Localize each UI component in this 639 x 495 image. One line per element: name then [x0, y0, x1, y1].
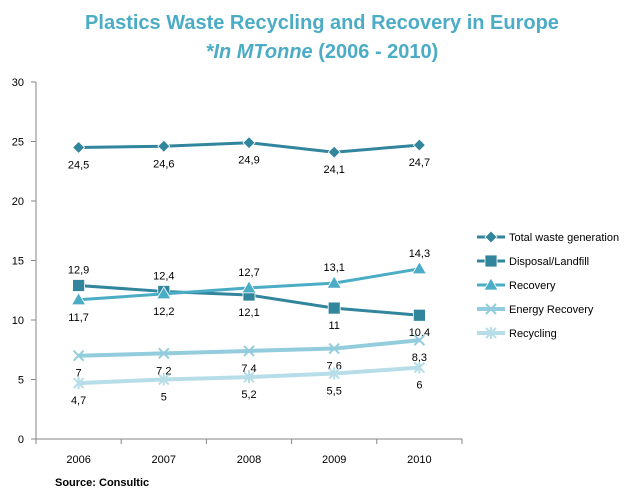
data-point — [327, 145, 341, 159]
data-point — [158, 347, 170, 360]
legend-item: Energy Recovery — [477, 303, 594, 316]
y-tick-label: 30 — [12, 77, 24, 89]
data-point — [328, 342, 340, 355]
legend-marker — [484, 254, 498, 268]
plot-area: 0 5 10 15 20 25 30 2006 2007 2008 2009 2010 24,5 24,6… — [12, 77, 463, 466]
data-label: 12,9 — [68, 264, 89, 276]
legend-item: Recycling — [477, 327, 557, 340]
data-label: 24,1 — [323, 164, 344, 176]
y-tick-label: 5 — [18, 375, 24, 387]
chart-subtitle: *In MTonne (2006 - 2010) — [206, 41, 439, 63]
legend-label: Energy Recovery — [509, 304, 594, 316]
series-line — [78, 338, 420, 358]
data-label: 8,3 — [412, 352, 427, 364]
chart-subtitle-unit: *In MTonne — [206, 41, 313, 63]
data-label: 12,2 — [153, 306, 174, 318]
y-tick-label: 10 — [12, 315, 24, 327]
data-label: 11,7 — [68, 312, 89, 324]
y-tick-label: 0 — [18, 434, 24, 446]
data-label: 5 — [161, 392, 167, 404]
data-point — [411, 261, 428, 275]
y-tick-label: 20 — [12, 196, 24, 208]
legend-item: Recovery — [477, 277, 556, 292]
data-point — [326, 275, 342, 289]
data-point — [72, 140, 86, 155]
data-point — [243, 371, 255, 384]
legend-item: Total waste generation — [477, 230, 619, 244]
data-label: 24,9 — [238, 155, 259, 167]
legend-marker — [483, 277, 499, 291]
data-label: 10,4 — [409, 327, 430, 339]
x-tick-label: 2009 — [322, 454, 346, 466]
x-tick-label: 2007 — [152, 454, 176, 466]
legend-marker — [484, 230, 498, 244]
data-label: 6 — [416, 380, 422, 392]
data-point — [243, 345, 255, 357]
y-tick-label: 25 — [12, 137, 24, 149]
data-point — [158, 373, 170, 386]
series-group: 7 7,2 7,4 7,68,3 — [72, 334, 427, 380]
series-group: 4,7 5 5,2 5,5 6 — [71, 361, 426, 407]
chart-subtitle-period: (2006 - 2010) — [313, 41, 439, 63]
data-label: 24,5 — [68, 159, 89, 171]
x-tick-label: 2008 — [237, 454, 261, 466]
data-point — [413, 334, 426, 346]
data-point — [72, 377, 85, 390]
data-point — [413, 361, 426, 374]
legend-label: Total waste generation — [509, 232, 619, 244]
data-label: 5,5 — [327, 386, 342, 398]
data-label: 4,7 — [71, 395, 86, 407]
data-label: 24,6 — [153, 158, 174, 170]
legend-marker — [485, 303, 497, 315]
data-point — [327, 301, 341, 315]
data-label: 5,2 — [241, 389, 256, 401]
legend-label: Recycling — [509, 328, 557, 340]
x-tick-label: 2010 — [407, 454, 431, 466]
legend-label: Recovery — [509, 280, 556, 292]
data-label: 12,7 — [238, 267, 259, 279]
legend-label: Disposal/Landfill — [509, 256, 589, 268]
chart-title: Plastics Waste Recycling and Recovery in… — [85, 12, 559, 34]
data-point — [70, 291, 87, 306]
y-tick-label: 15 — [12, 256, 24, 268]
data-point — [412, 138, 426, 152]
x-tick-label: 2006 — [66, 454, 90, 466]
legend: Total waste generation Disposal/Landfill R… — [477, 230, 619, 340]
data-point — [241, 280, 257, 294]
data-label: 11 — [328, 320, 339, 332]
data-point — [157, 139, 171, 153]
series-group: 24,5 24,6 24,9 24,1 24,7 — [68, 136, 430, 176]
data-point — [412, 308, 426, 322]
legend-marker — [485, 327, 497, 339]
data-label: 14,3 — [409, 248, 430, 260]
data-label: 12,1 — [238, 307, 259, 319]
data-point — [328, 367, 340, 380]
data-point — [242, 136, 256, 150]
source-note: Source: Consultic — [55, 477, 149, 489]
series-group: 11,7 12,2 12,7 13,1 14,3 — [68, 248, 430, 324]
data-label: 13,1 — [323, 262, 344, 274]
data-label: 7 — [76, 368, 82, 380]
legend-item: Disposal/Landfill — [477, 254, 589, 268]
data-point — [156, 286, 172, 300]
data-label: 12,4 — [153, 270, 174, 282]
data-point — [72, 349, 85, 362]
data-point — [72, 279, 85, 292]
data-label: 24,7 — [409, 157, 430, 169]
